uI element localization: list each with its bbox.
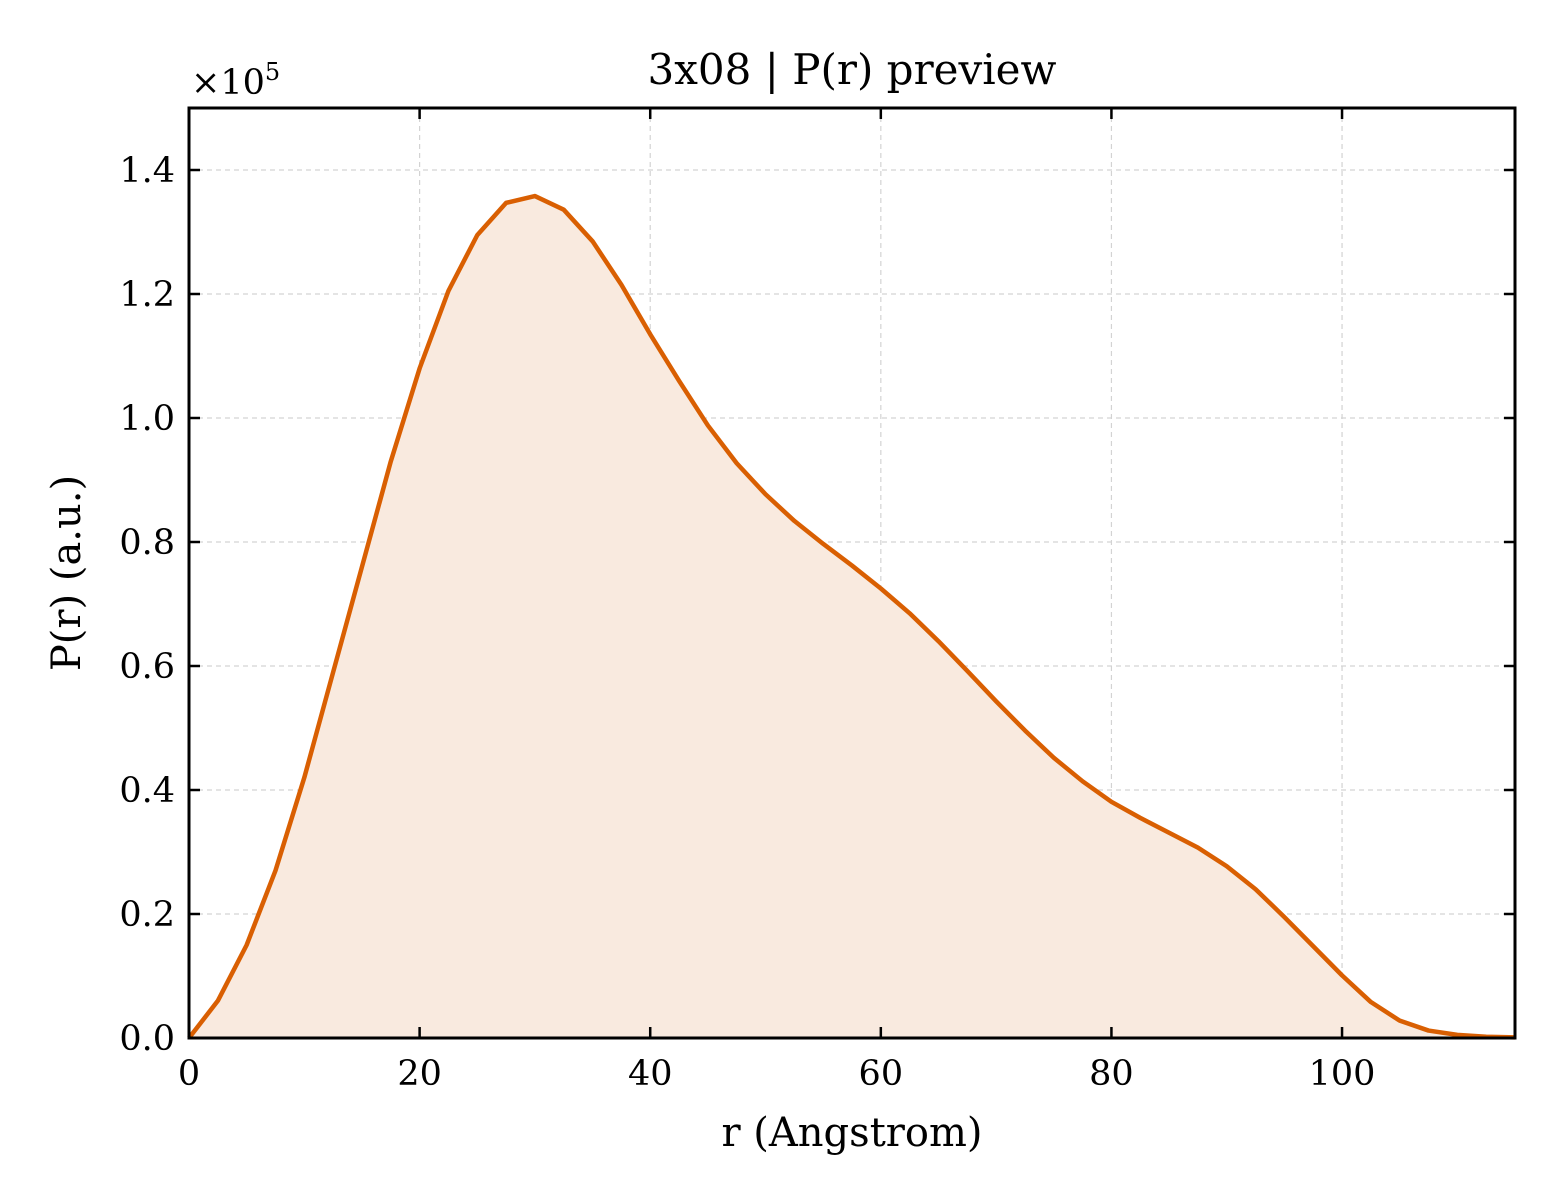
data-point [1455, 1033, 1459, 1037]
data-point [1081, 779, 1085, 783]
y-tick-label: 0.8 [119, 523, 175, 563]
y-axis-label: P(r) (a.u.) [44, 475, 90, 671]
data-point [879, 587, 883, 591]
x-tick-label: 40 [628, 1054, 673, 1094]
data-point [591, 239, 595, 243]
data-point [1311, 944, 1315, 948]
chart-title: 3x08 | P(r) preview [648, 45, 1057, 94]
data-point [302, 776, 306, 780]
data-point [908, 611, 912, 615]
data-point [504, 201, 508, 205]
data-point [1023, 728, 1027, 732]
data-point [533, 194, 537, 198]
multiplier-base: ×10 [191, 63, 265, 103]
data-point [1196, 846, 1200, 850]
data-point [1167, 831, 1171, 835]
y-tick-label: 1.2 [119, 275, 175, 315]
x-tick-label: 80 [1089, 1054, 1134, 1094]
data-point [360, 565, 364, 569]
data-point [446, 289, 450, 293]
data-point [216, 999, 220, 1003]
y-tick-label: 1.4 [119, 151, 175, 191]
data-point [1225, 864, 1229, 868]
data-point [619, 283, 623, 287]
data-point [1427, 1029, 1431, 1033]
data-point [245, 943, 249, 947]
y-tick-label: 0.0 [119, 1019, 175, 1059]
x-tick-label: 0 [178, 1054, 200, 1094]
data-point [936, 639, 940, 643]
area-fill [189, 196, 1515, 1039]
data-point [1369, 1000, 1373, 1004]
data-point [1254, 887, 1258, 891]
data-point [764, 492, 768, 496]
data-point [648, 332, 652, 336]
x-tick-label: 60 [859, 1054, 904, 1094]
data-point [821, 542, 825, 546]
x-tick-label: 20 [397, 1054, 442, 1094]
y-tick-label: 0.6 [119, 647, 175, 687]
data-point [706, 423, 710, 427]
data-point [965, 669, 969, 673]
y-tick-label: 0.4 [119, 771, 175, 811]
data-point [677, 379, 681, 383]
data-point [792, 519, 796, 523]
y-tick-label: 0.2 [119, 895, 175, 935]
data-point [1138, 816, 1142, 820]
data-point [1109, 800, 1113, 804]
data-point [1398, 1019, 1402, 1023]
series-line [187, 193, 1516, 1040]
x-axis-label: r (Angstrom) [721, 1110, 982, 1156]
data-point [389, 459, 393, 463]
data-point [1282, 915, 1286, 919]
y-axis-multiplier: ×105 [191, 58, 280, 103]
data-point [1340, 973, 1344, 977]
axis-ticks: 0 20 40 60 80 100 0.0 0.2 0.4 0.6 0.8 1.0 1.2 1.4 [119, 108, 1515, 1094]
data-point [850, 564, 854, 568]
data-point [735, 461, 739, 465]
data-point [331, 670, 335, 674]
data-point [1052, 756, 1056, 760]
x-tick-label: 100 [1309, 1054, 1376, 1094]
multiplier-exponent: 5 [265, 58, 280, 86]
y-tick-label: 1.0 [119, 399, 175, 439]
data-point [562, 208, 566, 212]
data-point [475, 233, 479, 237]
data-point [994, 699, 998, 703]
plot-frame [187, 106, 1517, 1040]
data-point [418, 366, 422, 370]
data-point [273, 869, 277, 873]
